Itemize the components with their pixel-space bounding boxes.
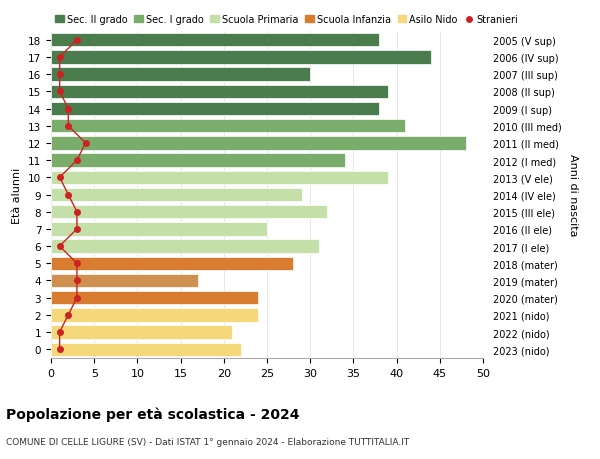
- Bar: [51, 223, 267, 236]
- Bar: [51, 240, 319, 253]
- Y-axis label: Anni di nascita: Anni di nascita: [568, 154, 578, 236]
- Bar: [51, 154, 345, 168]
- Bar: [51, 68, 310, 82]
- Bar: [51, 291, 259, 305]
- Bar: [51, 325, 232, 339]
- Legend: Sec. II grado, Sec. I grado, Scuola Primaria, Scuola Infanzia, Asilo Nido, Stran: Sec. II grado, Sec. I grado, Scuola Prim…: [51, 11, 521, 29]
- Bar: [51, 120, 405, 133]
- Bar: [51, 308, 259, 322]
- Bar: [51, 34, 379, 47]
- Text: COMUNE DI CELLE LIGURE (SV) - Dati ISTAT 1° gennaio 2024 - Elaborazione TUTTITAL: COMUNE DI CELLE LIGURE (SV) - Dati ISTAT…: [6, 437, 409, 446]
- Bar: [51, 343, 241, 356]
- Bar: [51, 257, 293, 270]
- Bar: [51, 137, 466, 150]
- Bar: [51, 206, 328, 219]
- Y-axis label: Età alunni: Età alunni: [13, 167, 22, 223]
- Bar: [51, 171, 388, 185]
- Bar: [51, 51, 431, 65]
- Text: Popolazione per età scolastica - 2024: Popolazione per età scolastica - 2024: [6, 406, 299, 421]
- Bar: [51, 85, 388, 99]
- Bar: [51, 188, 302, 202]
- Bar: [51, 103, 379, 116]
- Bar: [51, 274, 198, 287]
